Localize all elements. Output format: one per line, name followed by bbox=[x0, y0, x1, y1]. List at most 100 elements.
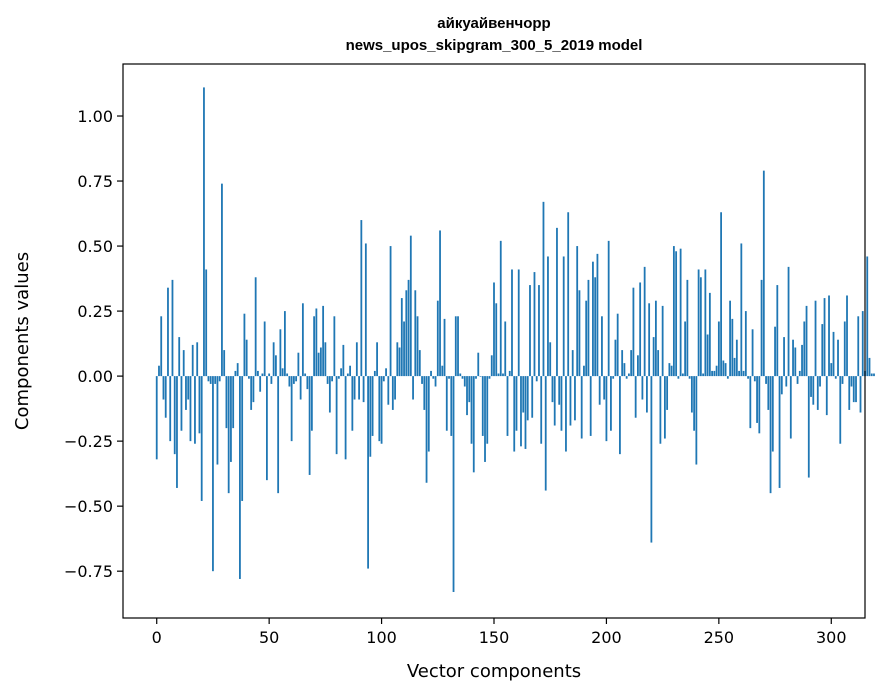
bar bbox=[333, 316, 336, 377]
bar bbox=[389, 246, 392, 377]
bar bbox=[612, 376, 615, 379]
bar bbox=[616, 313, 619, 377]
bar bbox=[495, 303, 498, 377]
bar bbox=[508, 370, 511, 377]
bar bbox=[828, 295, 830, 377]
bar bbox=[331, 376, 334, 382]
bar bbox=[810, 376, 812, 397]
bar bbox=[792, 339, 794, 377]
bar bbox=[191, 344, 194, 377]
bar bbox=[236, 363, 239, 377]
bar bbox=[544, 376, 547, 491]
bar bbox=[630, 350, 633, 377]
bar bbox=[533, 272, 536, 377]
bar bbox=[441, 365, 444, 377]
bar bbox=[187, 376, 190, 400]
bar bbox=[378, 376, 381, 442]
bar bbox=[641, 376, 644, 400]
bar bbox=[405, 290, 408, 377]
bar bbox=[522, 376, 525, 413]
bar bbox=[830, 363, 833, 377]
bar bbox=[371, 376, 374, 436]
bar bbox=[702, 373, 705, 377]
bar bbox=[855, 376, 857, 403]
bar bbox=[230, 376, 232, 462]
bar bbox=[409, 235, 412, 377]
bar bbox=[675, 251, 678, 377]
bar bbox=[587, 279, 590, 377]
chart-subtitle: news_upos_skipgram_300_5_2019 model bbox=[346, 37, 643, 54]
bar bbox=[218, 376, 221, 382]
bar bbox=[556, 227, 558, 377]
bar bbox=[337, 376, 340, 379]
bar bbox=[499, 240, 502, 377]
bar bbox=[430, 370, 432, 377]
bar bbox=[621, 350, 624, 377]
y-tick-label: 0.50 bbox=[77, 237, 113, 256]
bar bbox=[751, 329, 754, 377]
bar bbox=[583, 365, 585, 377]
bar bbox=[832, 331, 835, 377]
bar bbox=[194, 376, 196, 444]
bar bbox=[758, 376, 761, 434]
bar bbox=[511, 269, 513, 377]
bar bbox=[731, 318, 734, 377]
bar bbox=[198, 376, 201, 434]
bar bbox=[367, 376, 369, 569]
bar bbox=[434, 376, 437, 387]
bar bbox=[342, 344, 345, 377]
bar bbox=[239, 376, 241, 579]
bar bbox=[340, 368, 342, 377]
bar bbox=[819, 376, 821, 387]
bar bbox=[470, 376, 473, 444]
bar bbox=[432, 376, 435, 379]
bar bbox=[623, 363, 626, 377]
bar bbox=[310, 376, 313, 431]
bar bbox=[164, 376, 167, 418]
bar bbox=[479, 376, 482, 377]
bar bbox=[670, 365, 673, 377]
bar bbox=[713, 370, 716, 377]
bar bbox=[733, 357, 736, 377]
bar bbox=[486, 376, 489, 444]
bar bbox=[677, 376, 680, 379]
bar bbox=[571, 350, 574, 377]
bar bbox=[805, 305, 808, 377]
bar bbox=[648, 303, 651, 377]
bar bbox=[182, 350, 185, 377]
bar bbox=[850, 376, 853, 387]
bar bbox=[688, 376, 691, 379]
bar bbox=[416, 316, 419, 377]
bar bbox=[421, 376, 423, 384]
bar bbox=[547, 256, 549, 377]
bar bbox=[695, 376, 698, 465]
bar bbox=[601, 316, 603, 377]
bar bbox=[540, 376, 543, 444]
bar bbox=[738, 370, 740, 377]
bar bbox=[711, 370, 713, 377]
bar bbox=[866, 256, 869, 377]
bar bbox=[542, 201, 545, 377]
bar bbox=[634, 376, 637, 418]
bar bbox=[266, 376, 268, 481]
bar bbox=[391, 376, 394, 410]
bar bbox=[355, 342, 358, 377]
bar bbox=[646, 376, 648, 413]
bar bbox=[497, 373, 500, 377]
bar bbox=[697, 269, 700, 377]
bar bbox=[720, 212, 722, 377]
bar bbox=[632, 287, 635, 377]
bar bbox=[567, 212, 570, 377]
bar bbox=[742, 370, 745, 377]
bar bbox=[659, 376, 662, 444]
bar bbox=[297, 352, 300, 377]
bar bbox=[394, 376, 396, 400]
bar bbox=[526, 376, 529, 421]
bar bbox=[185, 376, 187, 410]
bar bbox=[690, 376, 693, 413]
bar bbox=[245, 339, 248, 377]
bar bbox=[549, 342, 552, 377]
bar bbox=[517, 269, 520, 377]
bar bbox=[396, 342, 399, 377]
bar bbox=[270, 376, 273, 384]
